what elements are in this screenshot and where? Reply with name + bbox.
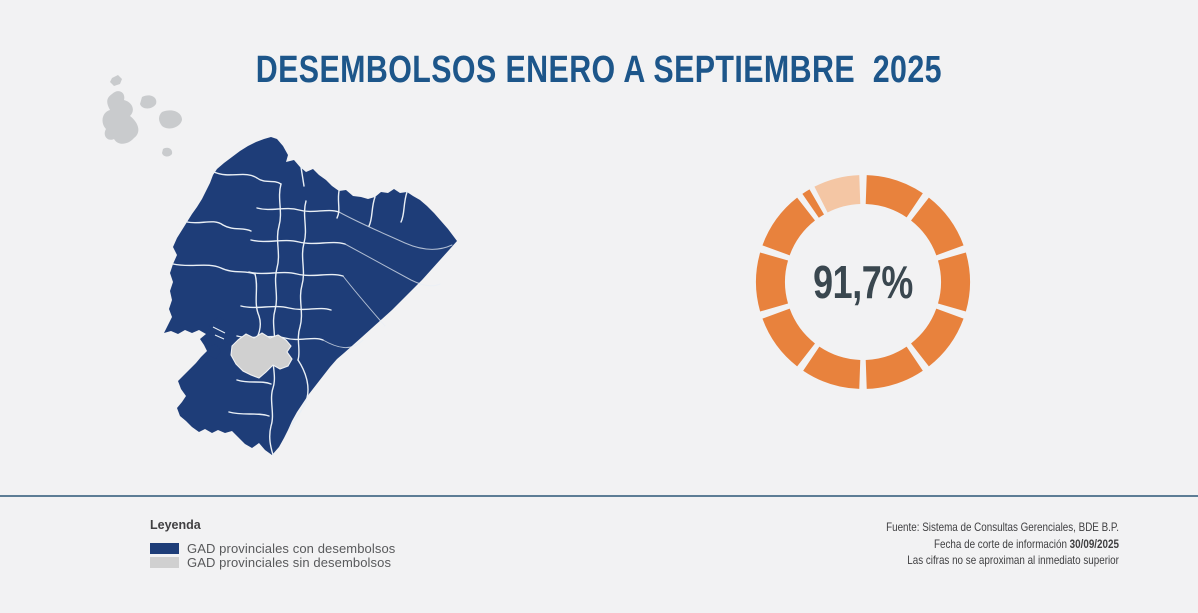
provinces-con-desembolsos (164, 137, 457, 455)
galapagos-islands (102, 75, 182, 157)
map-legend: Leyenda GAD provinciales con desembolsos… (150, 518, 396, 570)
gulf-islands (208, 317, 232, 359)
donut-segment (865, 175, 923, 218)
donut-segment (814, 175, 861, 213)
donut-segment (911, 197, 964, 256)
legend-title: Leyenda (150, 518, 201, 532)
donut-segment (937, 252, 971, 312)
page-title: DESEMBOLSOS ENERO A SEPTIEMBRE 2025 (255, 49, 943, 91)
donut-segment (865, 346, 923, 389)
cutoff-date: 30/09/2025 (1069, 536, 1119, 551)
legend-swatch-con-desembolsos (150, 542, 179, 554)
donut-segment (762, 197, 815, 256)
donut-center-value: 91,7% (813, 256, 913, 308)
legend-swatch-sin-desembolsos (150, 556, 179, 568)
source-note: Fuente: Sistema de Consultas Gerenciales… (886, 519, 1119, 569)
mainland-provinces (164, 137, 457, 456)
source-line: Fuente: Sistema de Consultas Gerenciales… (886, 520, 1119, 534)
footer-divider (0, 495, 1198, 497)
donut-segment (803, 346, 861, 389)
legend-label: GAD provinciales con desembolsos (187, 540, 396, 556)
donut-ring (755, 175, 971, 389)
donut-segment (762, 308, 815, 367)
donut-chart: 91,7% (743, 162, 983, 402)
province-sin-desembolsos (230, 332, 293, 379)
cutoff-date-line: Fecha de corte de información 30/09/2025 (934, 536, 1119, 551)
donut-segment (755, 252, 789, 312)
disclaimer-line: Las cifras no se aproximan al inmediato … (907, 553, 1119, 567)
ecuador-map (102, 75, 457, 456)
legend-label: GAD provinciales sin desembolsos (187, 554, 392, 570)
legend-item-con-desembolsos: GAD provinciales con desembolsos (150, 540, 396, 556)
donut-segment (911, 308, 964, 367)
legend-item-sin-desembolsos: GAD provinciales sin desembolsos (150, 554, 395, 570)
donut-segment (802, 189, 824, 218)
